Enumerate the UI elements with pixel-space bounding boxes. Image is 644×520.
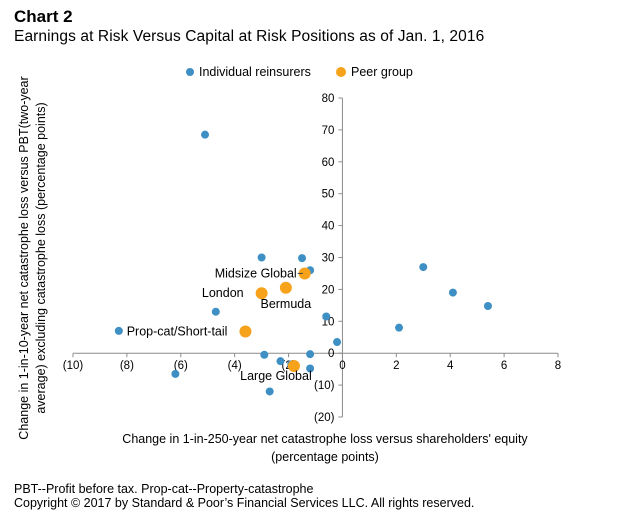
data-points: [114, 130, 492, 396]
x-tick-label: (8): [120, 360, 134, 372]
x-tick-label: (6): [174, 360, 188, 372]
individual-reinsurer-point: [395, 323, 404, 332]
y-tick-label: (20): [314, 412, 335, 424]
peer-group-point: [255, 287, 268, 300]
peer-group-label: Bermuda: [260, 297, 311, 311]
legend: Individual reinsurers Peer group: [186, 65, 413, 79]
individual-reinsurer-point: [322, 312, 331, 321]
peer-group-label: London: [202, 286, 244, 300]
individual-reinsurer-point: [114, 326, 123, 335]
y-tick-label: 40: [322, 221, 335, 233]
y-tick-label: (10): [314, 380, 335, 392]
chart-title: Chart 2: [14, 7, 73, 26]
x-tick-label: 2: [393, 360, 399, 372]
tick-labels: (10)(8)(6)(4)(2)02468(20)(10)01020304050…: [63, 93, 561, 424]
legend-label-peer-group: Peer group: [351, 65, 413, 79]
x-tick-label: 8: [555, 360, 561, 372]
individual-reinsurer-point: [276, 357, 285, 366]
legend-marker-individual-reinsurers: [186, 68, 194, 76]
peer-group-point: [239, 325, 252, 338]
y-tick-label: 30: [322, 253, 335, 265]
individual-reinsurer-point: [306, 350, 315, 359]
axes: [72, 97, 559, 418]
scatter-chart: Individual reinsurers Peer group (10) (8)…: [17, 65, 561, 464]
legend-label-individual-reinsurers: Individual reinsurers: [199, 65, 311, 79]
individual-reinsurer-point: [298, 254, 307, 263]
x-axis-title-line2: (percentage points): [271, 450, 379, 464]
x-tick-label: 0: [339, 360, 345, 372]
y-tick-label: 80: [322, 93, 335, 105]
peer-group-point: [287, 359, 300, 372]
individual-reinsurer-point: [260, 350, 269, 359]
x-tick-label: 4: [447, 360, 454, 372]
individual-reinsurer-point: [483, 301, 492, 310]
individual-reinsurer-point: [448, 288, 457, 297]
individual-reinsurer-point: [306, 364, 315, 373]
y-axis-title-line2: average) excluding catastrophe loss (per…: [34, 102, 48, 413]
y-tick-label: 60: [322, 157, 335, 169]
y-axis-title: Change in 1-in-10-year net catastrophe l…: [17, 76, 31, 439]
individual-reinsurer-point: [171, 369, 180, 378]
y-tick-label: 50: [322, 189, 335, 201]
individual-reinsurer-point: [419, 263, 428, 272]
peer-group-point: [279, 281, 292, 294]
y-tick-label: 0: [328, 348, 334, 360]
copyright: Copyright © 2017 by Standard & Poor’s Fi…: [14, 496, 475, 510]
individual-reinsurer-point: [265, 387, 274, 396]
x-axis-title: Change in 1-in-250-year net catastrophe …: [122, 432, 528, 446]
individual-reinsurer-point: [211, 307, 220, 316]
y-tick-label: 70: [322, 125, 335, 137]
individual-reinsurer-point: [257, 253, 266, 262]
x-tick-label: 6: [501, 360, 507, 372]
peer-group-label: Large Global: [240, 369, 312, 383]
individual-reinsurer-point: [201, 130, 210, 139]
legend-marker-peer-group: [336, 67, 346, 77]
individual-reinsurer-point: [333, 338, 342, 347]
chart-subtitle: Earnings at Risk Versus Capital at Risk …: [14, 28, 485, 45]
peer-group-point: [298, 267, 311, 280]
footnote: PBT--Profit before tax. Prop-cat--Proper…: [14, 482, 314, 496]
peer-group-label: Prop-cat/Short-tail: [127, 325, 228, 339]
peer-group-label: Midsize Global: [215, 266, 297, 280]
y-tick-label: 20: [322, 284, 335, 296]
x-tick-label: (4): [228, 360, 242, 372]
point-labels: Midsize Global Bermuda London Prop-cat/Shor…: [127, 266, 312, 383]
x-tick-label: (10): [63, 360, 84, 372]
